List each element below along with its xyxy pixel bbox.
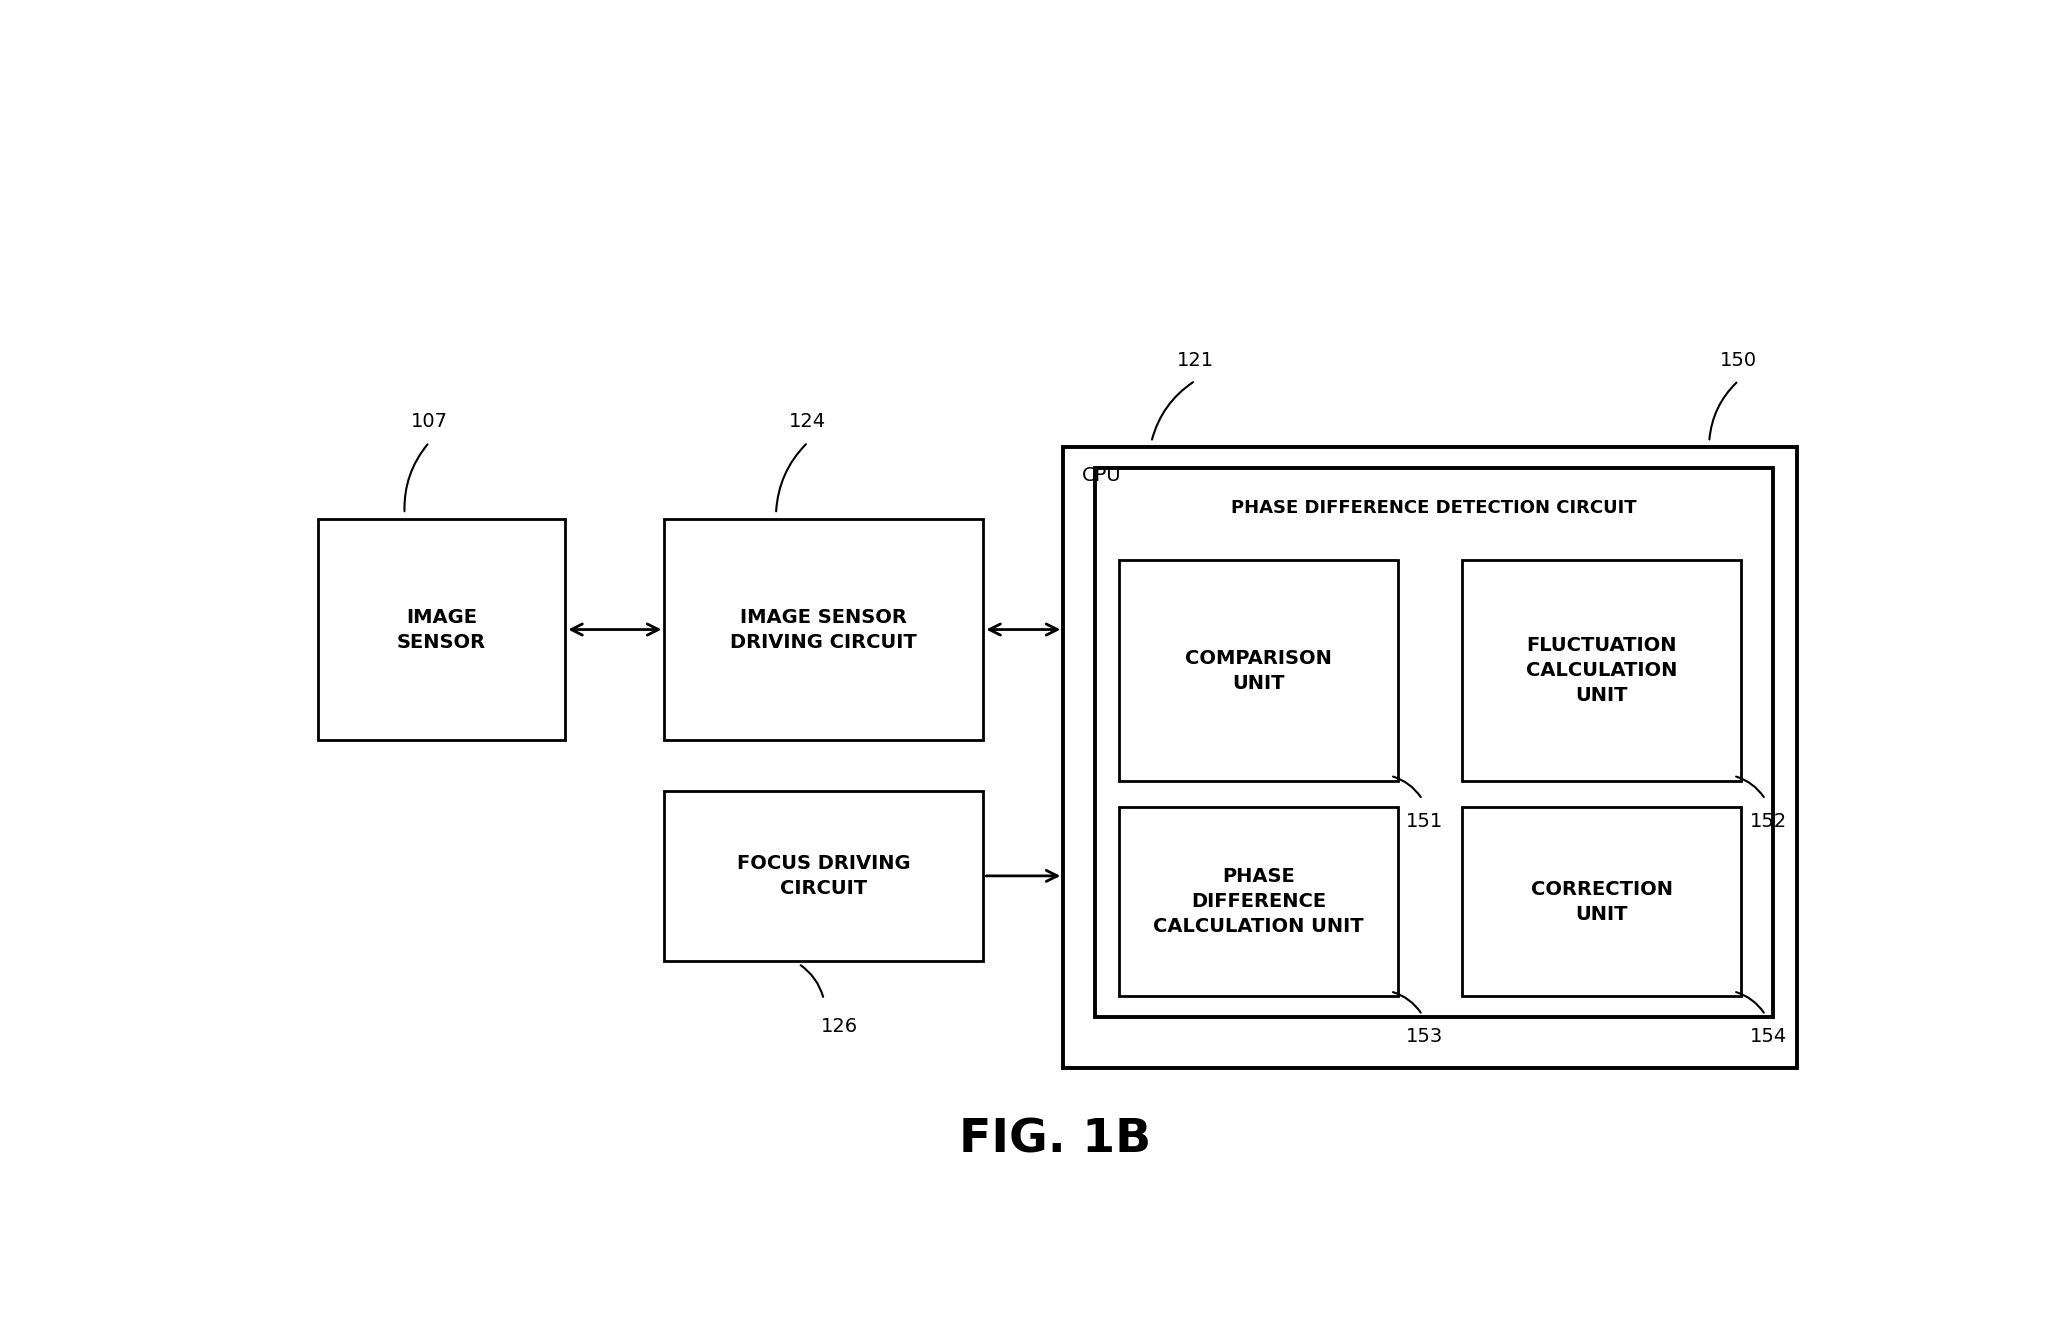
Text: 121: 121 — [1178, 351, 1215, 369]
Text: CPU: CPU — [1083, 465, 1122, 485]
Text: COMPARISON
UNIT: COMPARISON UNIT — [1186, 649, 1332, 693]
Bar — [1462, 806, 1742, 997]
Text: 151: 151 — [1406, 812, 1443, 830]
Text: PHASE
DIFFERENCE
CALCULATION UNIT: PHASE DIFFERENCE CALCULATION UNIT — [1153, 866, 1363, 936]
Text: 150: 150 — [1719, 351, 1756, 369]
Text: 107: 107 — [412, 412, 447, 431]
Text: FLUCTUATION
CALCULATION
UNIT: FLUCTUATION CALCULATION UNIT — [1526, 636, 1678, 705]
Text: 154: 154 — [1750, 1028, 1787, 1046]
Text: 126: 126 — [822, 1017, 859, 1036]
Text: CORRECTION
UNIT: CORRECTION UNIT — [1530, 880, 1672, 924]
Bar — [1120, 560, 1398, 781]
Text: FIG. 1B: FIG. 1B — [959, 1117, 1151, 1162]
Text: 153: 153 — [1406, 1028, 1443, 1046]
Bar — [1462, 560, 1742, 781]
Text: 124: 124 — [789, 412, 826, 431]
Text: FOCUS DRIVING
CIRCUIT: FOCUS DRIVING CIRCUIT — [737, 854, 910, 898]
Bar — [665, 792, 984, 961]
Bar — [1062, 448, 1798, 1068]
Bar — [1095, 468, 1773, 1017]
Text: IMAGE
SENSOR: IMAGE SENSOR — [397, 608, 486, 652]
Bar — [317, 520, 566, 740]
Bar — [665, 520, 984, 740]
Text: PHASE DIFFERENCE DETECTION CIRCUIT: PHASE DIFFERENCE DETECTION CIRCUIT — [1231, 499, 1637, 517]
Text: 152: 152 — [1750, 812, 1787, 830]
Bar — [1120, 806, 1398, 997]
Text: IMAGE SENSOR
DRIVING CIRCUIT: IMAGE SENSOR DRIVING CIRCUIT — [731, 608, 916, 652]
